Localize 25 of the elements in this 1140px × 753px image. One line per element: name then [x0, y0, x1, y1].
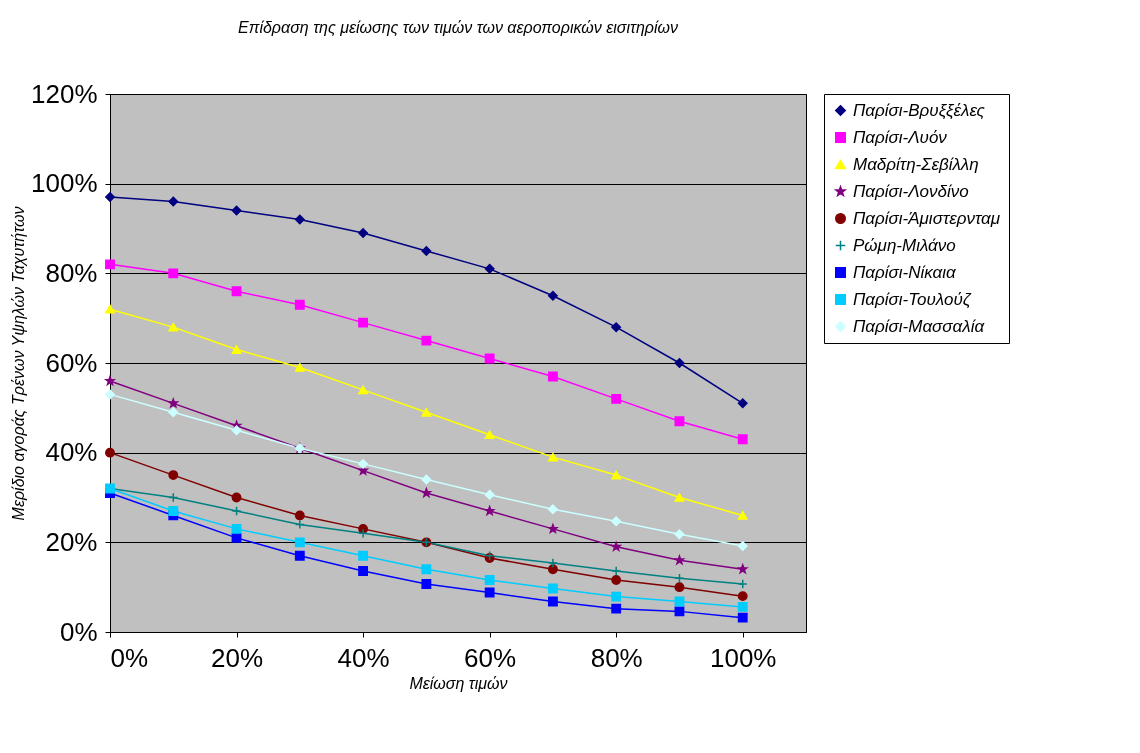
legend-label: Παρίσι-Λυόν [853, 127, 948, 147]
legend-label: Μαδρίτη-Σεβίλλη [853, 154, 979, 174]
x-axis-title: Μείωση τιμών [409, 674, 508, 692]
y-tick-label: 20% [45, 526, 98, 557]
y-tick-label: 80% [45, 257, 98, 288]
y-tick-label: 0% [59, 616, 98, 647]
y-axis-title: Μερίδιο αγοράς Τρένων Υψηλών Ταχυτήτων [10, 206, 27, 521]
x-tick-label: 0% [110, 642, 149, 673]
y-tick-label: 60% [45, 347, 98, 378]
x-tick-label: 60% [464, 642, 517, 673]
x-tick-label: 80% [590, 642, 643, 673]
legend-label: Παρίσι-Μασσαλία [853, 316, 986, 336]
legend-label: Παρίσι-Τουλούζ [853, 289, 972, 309]
y-tick-label: 100% [31, 168, 98, 199]
x-tick-label: 40% [337, 642, 390, 673]
y-tick-label: 120% [31, 78, 98, 109]
x-tick-label: 20% [211, 642, 264, 673]
legend-label: Παρίσι-Νίκαια [853, 262, 958, 282]
legend-label: Ρώμη-Μιλάνο [853, 235, 956, 255]
legend-label: Παρίσι-Βρυξξέλες [853, 100, 986, 120]
legend-label: Παρίσι-Λονδίνο [853, 181, 969, 201]
chart-title: Επίδραση της μείωσης των τιμών των αεροπορικών εισιτηρίων [238, 19, 678, 36]
x-tick-label: 100% [709, 642, 777, 673]
legend-label: Παρίσι-Άμιστερνταμ [853, 208, 1001, 228]
y-tick-label: 40% [45, 437, 98, 468]
